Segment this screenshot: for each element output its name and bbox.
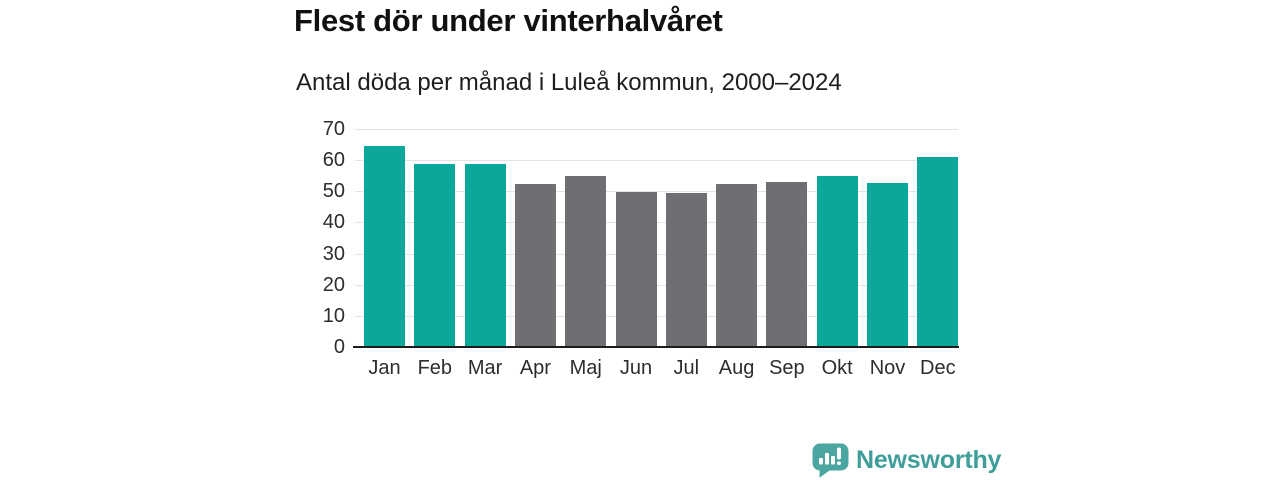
newsworthy-logo-text: Newsworthy [856,446,1002,474]
bar-jul [665,193,707,347]
newsworthy-brand-link[interactable]: Newsworthy [812,443,1001,478]
bar-jan [364,145,405,347]
x-tick-label-okt: Okt [821,357,853,379]
gridline-50 [355,191,958,193]
x-tick-label-apr: Apr [519,357,551,379]
bar-feb [414,163,456,347]
bar-dec [917,157,959,347]
y-tick-label-60: 60 [322,149,345,172]
gridline-40 [355,222,958,224]
x-axis-line [353,346,959,348]
bar-maj [565,176,607,347]
x-tick-label-aug: Aug [718,357,755,379]
x-tick-label-feb: Feb [417,357,453,379]
y-tick-label-50: 50 [322,180,345,203]
gridline-20 [355,284,958,286]
bar-jun [615,191,657,347]
x-tick-label-maj: Maj [569,357,602,379]
y-tick-label-40: 40 [322,211,345,234]
gridline-10 [355,315,958,317]
chart-subtitle: Antal döda per månad i Luleå kommun, 200… [296,69,842,96]
bar-sep [766,182,808,347]
newsworthy-logo-icon [812,443,849,478]
gridline-70 [355,129,958,130]
gridline-60 [355,160,958,162]
x-tick-label-jan: Jan [368,357,401,379]
x-tick-label-jul: Jul [673,357,700,379]
bar-apr [514,183,556,347]
bar-okt [816,175,858,347]
chart-title: Flest dör under vinterhalvåret [294,3,723,38]
y-tick-label-20: 20 [322,273,345,296]
y-tick-label-30: 30 [322,242,345,265]
y-tick-label-70: 70 [322,118,345,140]
bar-nov [867,182,908,347]
y-tick-label-10: 10 [322,304,345,327]
x-tick-label-mar: Mar [467,357,503,379]
x-tick-label-jun: Jun [619,357,653,379]
bar-mar [464,164,506,347]
x-tick-label-dec: Dec [920,357,956,379]
bar-aug [716,183,758,347]
plot-area [355,129,959,347]
x-tick-label-nov: Nov [869,357,906,379]
y-tick-label-0: 0 [333,336,345,358]
gridline-30 [355,253,958,255]
x-tick-label-sep: Sep [769,357,805,379]
